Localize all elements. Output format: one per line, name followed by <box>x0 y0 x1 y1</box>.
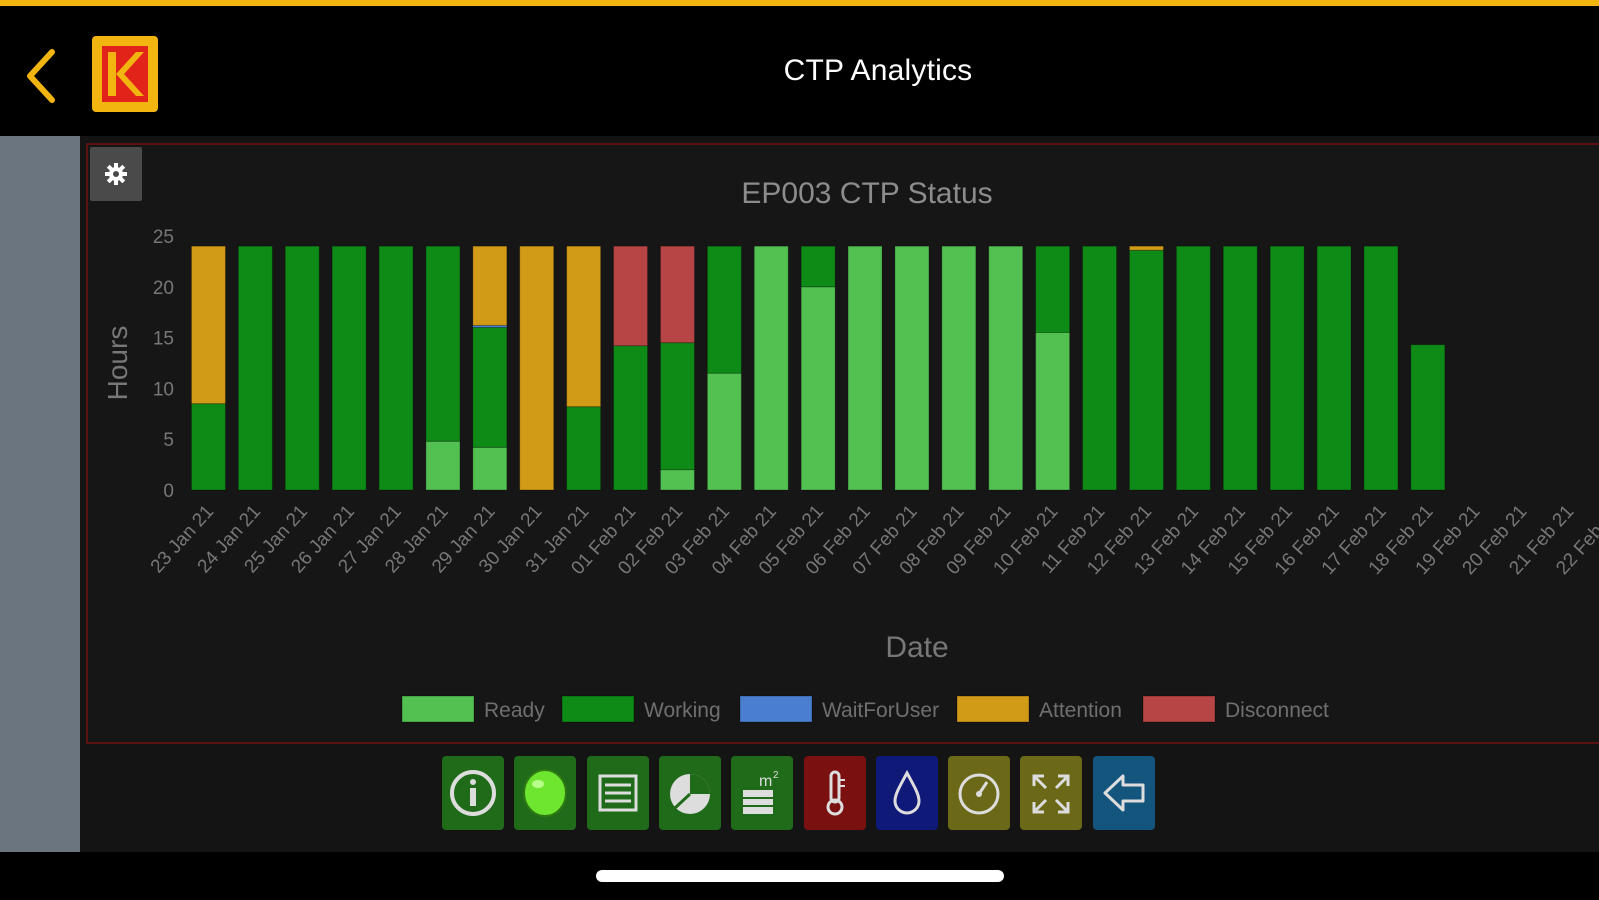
bar-segment <box>284 245 320 491</box>
y-tick-label: 5 <box>163 430 174 451</box>
list-button[interactable] <box>587 756 649 830</box>
temperature-button[interactable] <box>804 756 866 830</box>
bar-segment <box>425 440 461 491</box>
pie-chart-icon <box>670 774 710 814</box>
bar-segment <box>1035 332 1071 491</box>
legend-swatch <box>739 695 813 723</box>
svg-text:2: 2 <box>773 770 779 781</box>
bar-segment <box>706 245 742 374</box>
bar-segment <box>847 245 883 491</box>
legend-swatch <box>401 695 475 723</box>
chart-title: EP003 CTP Status <box>741 177 992 210</box>
gauge-icon <box>958 773 1000 815</box>
info-icon <box>450 770 496 816</box>
bar-segment <box>566 245 602 408</box>
side-rail <box>0 136 80 852</box>
water-drop-icon <box>893 769 921 815</box>
legend-swatch <box>561 695 635 723</box>
bar-segment <box>519 245 555 491</box>
y-tick-label: 15 <box>153 329 174 350</box>
legend-swatch <box>1142 695 1216 723</box>
y-tick-label: 10 <box>153 379 174 400</box>
bar-segment <box>988 245 1024 491</box>
bar-segment <box>425 245 461 442</box>
chevron-left-icon <box>27 49 55 103</box>
thermometer-icon <box>826 770 845 816</box>
chart-settings-button[interactable] <box>90 147 142 201</box>
bar-segment <box>1410 344 1446 491</box>
bar-segment <box>613 345 649 491</box>
bar-segment <box>1035 245 1071 334</box>
bar-segment <box>237 245 273 491</box>
exit-button[interactable] <box>1093 756 1155 830</box>
nav-bar: CTP Analytics <box>0 6 1599 134</box>
bar-segment <box>941 245 977 491</box>
bar-segment <box>613 245 649 347</box>
bar-segment <box>472 446 508 491</box>
pie-chart-button[interactable] <box>659 756 721 830</box>
bar-segment <box>1175 245 1211 491</box>
svg-text:m: m <box>759 773 772 790</box>
legend-label: Ready <box>484 699 545 722</box>
bar-segment <box>659 342 695 471</box>
status-button[interactable] <box>514 756 576 830</box>
gauge-button[interactable] <box>948 756 1010 830</box>
expand-button[interactable] <box>1020 756 1082 830</box>
bar-segment <box>800 245 836 288</box>
bar-segment <box>894 245 930 491</box>
bar-segment <box>659 469 695 491</box>
legend-label: WaitForUser <box>822 699 939 722</box>
bar-segment <box>472 245 508 326</box>
bar-segment <box>1128 245 1164 251</box>
bar-segment <box>753 245 789 491</box>
y-tick-label: 25 <box>153 227 174 248</box>
bar-segment <box>1316 245 1352 491</box>
back-button[interactable] <box>18 42 62 106</box>
y-axis-label: Hours <box>102 326 133 401</box>
y-tick-label: 20 <box>153 278 174 299</box>
gear-icon <box>105 163 127 185</box>
bar-segment <box>1363 245 1399 491</box>
top-accent-stripe <box>0 0 1599 6</box>
y-tick-label: 0 <box>163 481 174 502</box>
bar-segment <box>1082 245 1118 491</box>
humidity-button[interactable] <box>876 756 938 830</box>
green-light-icon <box>523 769 567 817</box>
bar-segment <box>566 406 602 491</box>
info-button[interactable] <box>442 756 504 830</box>
bar-segment <box>1222 245 1258 491</box>
expand-arrows-icon <box>1032 774 1070 814</box>
kodak-logo-icon <box>92 36 158 112</box>
page-title: CTP Analytics <box>783 54 973 87</box>
bar-segment <box>706 372 742 491</box>
bar-segment <box>331 245 367 491</box>
legend-swatch <box>956 695 1030 723</box>
legend-label: Working <box>644 699 721 722</box>
bar-segment <box>1269 245 1305 491</box>
bar-segment <box>190 245 226 405</box>
bar-segment <box>659 245 695 344</box>
arrow-left-icon <box>1103 774 1145 812</box>
home-indicator <box>596 870 1004 882</box>
bar-segment <box>1128 249 1164 491</box>
bar-segment <box>800 286 836 491</box>
legend-label: Disconnect <box>1225 699 1329 722</box>
legend-label: Attention <box>1039 699 1122 722</box>
bar-segment <box>378 245 414 491</box>
x-axis-label: Date <box>885 631 948 664</box>
bar-segment <box>472 326 508 448</box>
bar-segment <box>190 403 226 491</box>
list-icon <box>598 774 638 812</box>
